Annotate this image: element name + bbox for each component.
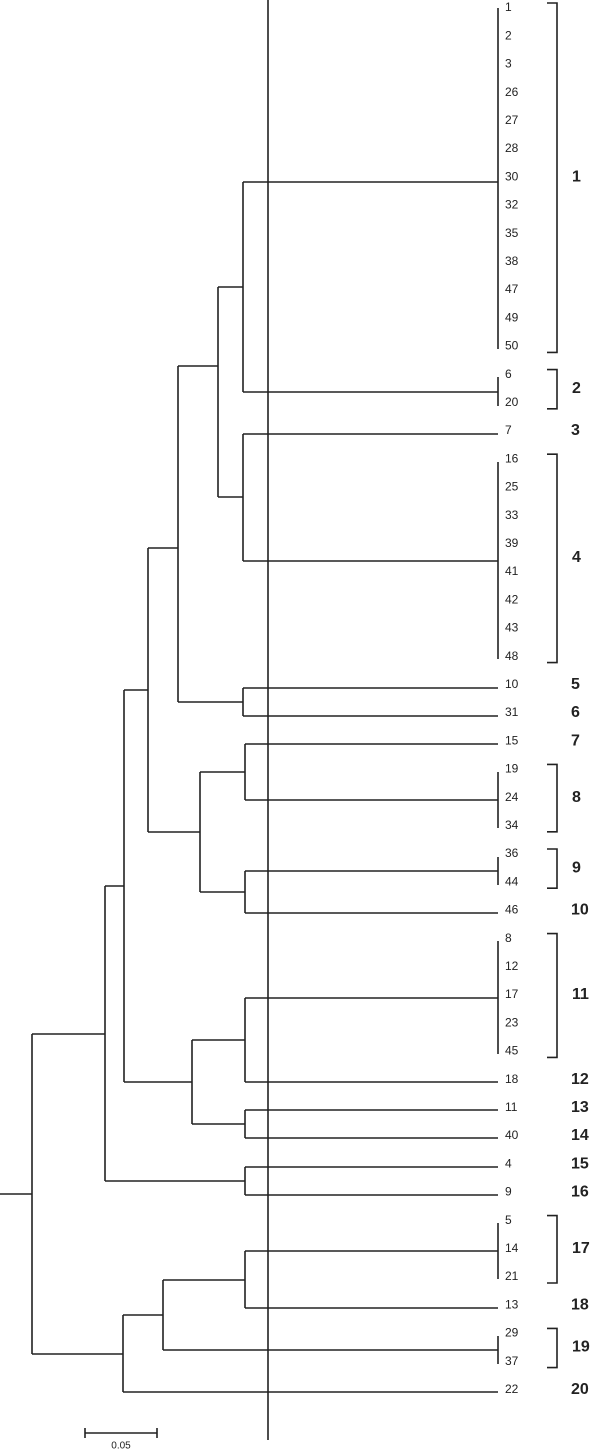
leaf-label: 36: [505, 846, 519, 860]
cluster-label: 1: [572, 168, 581, 185]
cluster-label: 16: [571, 1184, 589, 1201]
leaf-label: 4: [505, 1156, 512, 1170]
cluster-bracket: [547, 848, 558, 889]
leaf-label: 47: [505, 282, 519, 296]
leaf-label: 28: [505, 141, 519, 155]
leaf-label: 26: [505, 85, 519, 99]
leaf-label: 9: [505, 1185, 512, 1199]
cluster-bracket: [547, 368, 558, 410]
leaf-label: 43: [505, 621, 519, 635]
cluster-label: 19: [572, 1339, 590, 1356]
leaf-label: 8: [505, 931, 512, 945]
leaf-label: 39: [505, 536, 519, 550]
leaf-label: 37: [505, 1354, 519, 1368]
cluster-label: 4: [572, 549, 581, 566]
leaf-label: 45: [505, 1044, 519, 1058]
leaf-label: 6: [505, 367, 512, 381]
leaf-label: 42: [505, 592, 519, 606]
leaf-label: 11: [505, 1100, 518, 1114]
leaf-label: 30: [505, 169, 519, 183]
cluster-label: 2: [572, 380, 581, 397]
leaf-label: 1: [505, 0, 512, 14]
leaf-label: 49: [505, 310, 519, 324]
leaf-label: 34: [505, 818, 519, 832]
leaf-label: 48: [505, 649, 519, 663]
leaf-label: 46: [505, 903, 519, 917]
leaf-label: 23: [505, 1015, 519, 1029]
cluster-label: 10: [571, 902, 589, 919]
cluster-label: 17: [572, 1240, 590, 1257]
cluster-label: 9: [572, 859, 581, 876]
leaf-label: 3: [505, 57, 512, 71]
cluster-label: 7: [571, 732, 580, 749]
cluster-label: 14: [571, 1127, 589, 1144]
leaf-label: 33: [505, 508, 519, 522]
leaf-label: 12: [505, 959, 519, 973]
cluster-label: 11: [572, 986, 589, 1003]
leaf-label: 14: [505, 1241, 519, 1255]
leaf-label: 32: [505, 198, 519, 212]
leaf-label: 24: [505, 790, 519, 804]
leaf-label: 16: [505, 451, 519, 465]
leaf-label: 29: [505, 1326, 519, 1340]
leaf-label: 17: [505, 987, 519, 1001]
cluster-label: 12: [571, 1071, 589, 1088]
leaf-label: 19: [505, 762, 519, 776]
leaf-label: 25: [505, 480, 519, 494]
leaf-label: 44: [505, 874, 519, 888]
cluster-bracket: [547, 763, 558, 833]
leaf-label: 35: [505, 226, 519, 240]
cluster-bracket: [547, 1214, 558, 1284]
cluster-label: 3: [571, 422, 580, 439]
leaf-label: 22: [505, 1382, 519, 1396]
leaf-label: 5: [505, 1213, 512, 1227]
cluster-label: 8: [572, 789, 581, 806]
leaf-label: 10: [505, 677, 519, 691]
cluster-label: 13: [571, 1099, 589, 1116]
cluster-bracket: [547, 932, 558, 1059]
leaf-label: 41: [505, 564, 519, 578]
leaf-label: 15: [505, 733, 519, 747]
cluster-label: 6: [571, 704, 580, 721]
leaf-label: 2: [505, 28, 512, 42]
leaf-label: 20: [505, 395, 519, 409]
leaf-label: 7: [505, 423, 512, 437]
cluster-bracket: [547, 2, 558, 354]
cluster-label: 15: [571, 1155, 589, 1172]
scale-bar-label: 0.05: [111, 1441, 131, 1452]
tree: [0, 0, 499, 1440]
cluster-label: 18: [571, 1296, 589, 1313]
cluster-bracket: [547, 1327, 558, 1369]
leaf-label: 40: [505, 1128, 519, 1142]
leaf-label: 38: [505, 254, 519, 268]
leaf-label: 18: [505, 1072, 519, 1086]
leaf-label: 27: [505, 113, 519, 127]
leaf-label: 50: [505, 339, 519, 353]
cluster-label: 20: [571, 1381, 589, 1398]
cluster-bracket: [547, 453, 558, 664]
leaf-label: 13: [505, 1297, 519, 1311]
cluster-label: 5: [571, 676, 580, 693]
leaf-label: 21: [505, 1269, 519, 1283]
leaf-label: 31: [505, 705, 519, 719]
